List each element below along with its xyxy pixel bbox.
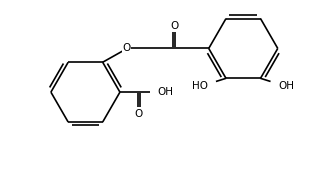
Text: HO: HO [192, 81, 208, 91]
Text: OH: OH [279, 81, 295, 91]
Text: O: O [170, 21, 178, 31]
Text: OH: OH [157, 87, 173, 97]
Text: O: O [122, 43, 131, 53]
Text: O: O [135, 109, 143, 119]
